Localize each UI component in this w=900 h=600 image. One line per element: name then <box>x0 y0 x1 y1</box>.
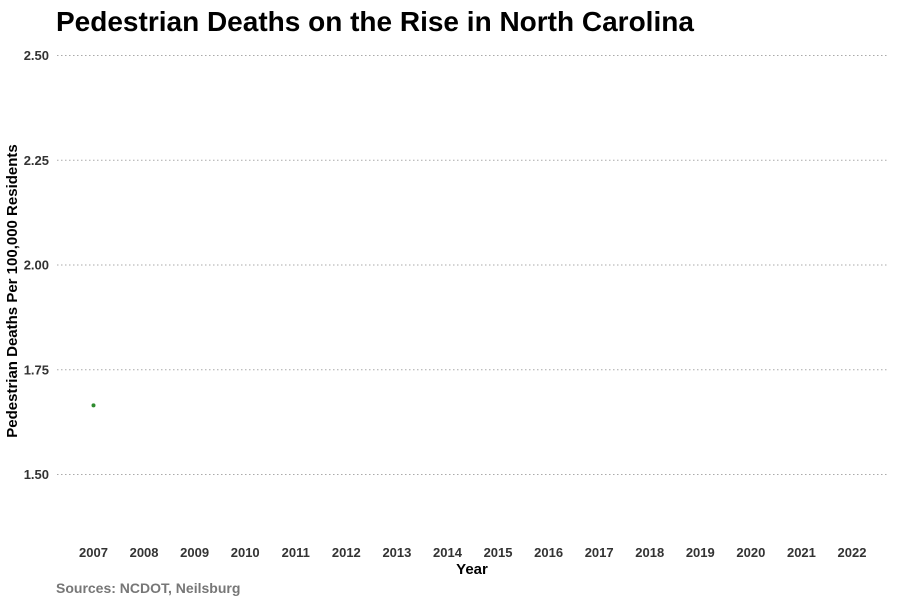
chart-title: Pedestrian Deaths on the Rise in North C… <box>56 6 694 37</box>
y-tick-label: 1.50 <box>24 467 49 482</box>
x-axis-title: Year <box>456 561 488 578</box>
data-points <box>91 403 96 408</box>
x-tick-label: 2010 <box>231 545 260 560</box>
y-axis-title: Pedestrian Deaths Per 100,000 Residents <box>4 144 21 437</box>
y-tick-label: 2.25 <box>24 153 49 168</box>
x-tick-label: 2012 <box>332 545 361 560</box>
x-tick-label: 2020 <box>736 545 765 560</box>
x-tick-label: 2013 <box>382 545 411 560</box>
x-tick-label: 2008 <box>130 545 159 560</box>
y-tick-label: 2.00 <box>24 258 49 273</box>
data-point <box>91 403 96 408</box>
x-tick-label: 2015 <box>484 545 513 560</box>
gridlines <box>57 55 888 475</box>
x-tick-label: 2014 <box>433 545 463 560</box>
x-tick-label: 2016 <box>534 545 563 560</box>
source-caption: Sources: NCDOT, Neilsburg <box>56 580 240 596</box>
x-tick-label: 2009 <box>180 545 209 560</box>
y-tick-label: 2.50 <box>24 48 49 63</box>
x-axis-ticks: 2007 2008 2009 2010 2011 2012 2013 2014 2015 2016… <box>79 545 866 560</box>
x-tick-label: 2007 <box>79 545 108 560</box>
x-tick-label: 2018 <box>635 545 664 560</box>
y-tick-label: 1.75 <box>24 362 49 377</box>
x-tick-label: 2019 <box>686 545 715 560</box>
x-tick-label: 2021 <box>787 545 816 560</box>
x-tick-label: 2011 <box>282 545 310 560</box>
y-axis-ticks: 1.50 1.75 2.00 2.25 2.50 <box>24 48 49 482</box>
x-tick-label: 2022 <box>838 545 867 560</box>
x-tick-label: 2017 <box>585 545 614 560</box>
